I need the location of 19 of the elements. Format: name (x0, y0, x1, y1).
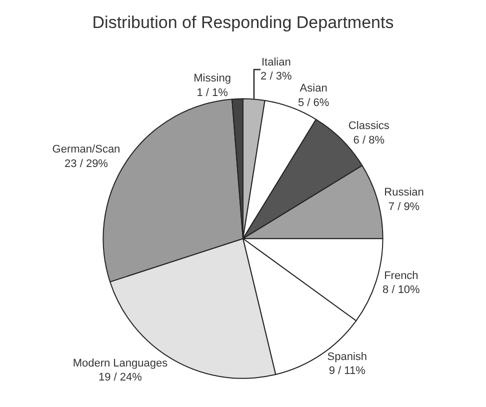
slice-label: Missing (194, 72, 231, 85)
slice-label: Asian (300, 82, 328, 95)
data-label: 23 / 29% (64, 158, 108, 170)
slice-label: Spanish (327, 350, 368, 363)
data-label: 5 / 6% (298, 97, 330, 110)
data-label: 8 / 10% (382, 284, 420, 296)
data-label: 19 / 24% (98, 372, 142, 384)
slice-label: Modern Languages (72, 357, 168, 370)
data-label: 9 / 11% (328, 365, 366, 378)
data-label: 2 / 3% (260, 70, 292, 83)
slice-label: German/Scan (52, 144, 120, 156)
data-label: 7 / 9% (388, 200, 420, 213)
slice-label: Classics (348, 120, 390, 132)
data-label: 1 / 1% (196, 86, 228, 99)
slice-label: Italian (261, 56, 291, 68)
slice-label: Russian (384, 186, 424, 199)
slice-label: French (384, 270, 418, 282)
data-label: 6 / 8% (353, 134, 385, 146)
chart-title: Distribution of Responding Departments (92, 13, 394, 32)
